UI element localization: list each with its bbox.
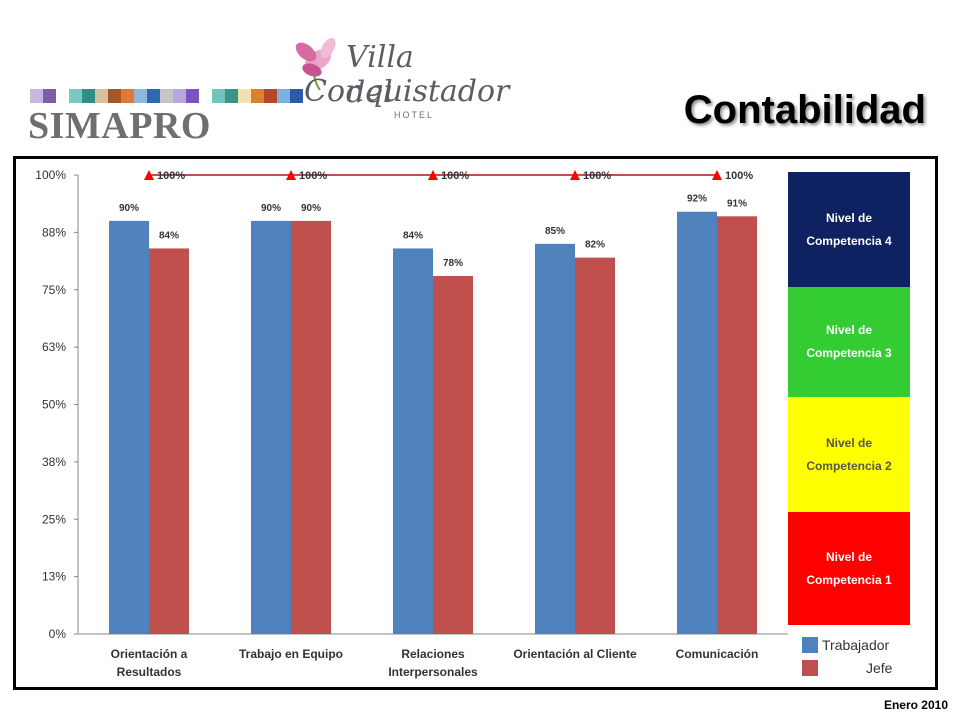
stripe-segment xyxy=(95,89,108,103)
target-label: 100% xyxy=(583,170,611,182)
y-tick-label: 100% xyxy=(35,168,66,182)
target-marker xyxy=(144,170,154,180)
target-label: 100% xyxy=(441,170,469,182)
stripe-segment xyxy=(225,89,238,103)
villa-del-conquistador-logo: Villa del Conquistador HOTEL xyxy=(284,30,509,125)
legend-level-2: Nivel de Competencia 2 xyxy=(788,397,910,512)
bar-trabajador xyxy=(535,243,575,634)
y-tick-label: 0% xyxy=(49,627,67,641)
bar-data-label: 78% xyxy=(443,258,463,269)
stripe-segment xyxy=(82,89,95,103)
y-tick-label: 88% xyxy=(42,225,66,239)
bar-trabajador xyxy=(393,248,433,634)
y-tick-label: 13% xyxy=(42,570,66,584)
legend-trabajador-swatch xyxy=(802,637,818,653)
bar-data-label: 82% xyxy=(585,240,605,251)
x-tick-label: Relaciones xyxy=(401,647,465,661)
bar-trabajador xyxy=(677,211,717,634)
bar-data-label: 92% xyxy=(687,194,707,205)
bar-data-label: 84% xyxy=(403,230,423,241)
stripe-segment xyxy=(173,89,186,103)
bar-trabajador xyxy=(109,220,149,634)
stripe-segment xyxy=(121,89,134,103)
legend-jefe-label: Jefe xyxy=(866,660,893,676)
legend-level-2-label: Nivel de Competencia 2 xyxy=(806,435,892,473)
target-marker xyxy=(570,170,580,180)
y-tick-label: 75% xyxy=(42,283,66,297)
flower-icon xyxy=(295,38,336,90)
page-title: Contabilidad xyxy=(683,88,926,132)
bar-trabajador xyxy=(251,220,291,634)
bar-data-label: 91% xyxy=(727,198,747,209)
stripe-segment xyxy=(199,89,212,103)
stripe-segment xyxy=(160,89,173,103)
logo-text-line1: Villa del xyxy=(346,40,414,110)
bar-jefe xyxy=(149,248,189,634)
y-tick-label: 50% xyxy=(42,398,66,412)
stripe-segment xyxy=(251,89,264,103)
legend-level-1-label: Nivel de Competencia 1 xyxy=(806,549,892,587)
target-label: 100% xyxy=(157,170,185,182)
target-marker xyxy=(428,170,438,180)
x-tick-label: Comunicación xyxy=(676,647,759,661)
x-tick-label: Trabajo en Equipo xyxy=(239,647,343,661)
legend-level-4: Nivel de Competencia 4 xyxy=(788,172,910,287)
bar-data-label: 84% xyxy=(159,230,179,241)
footer-date: Enero 2010 xyxy=(883,698,948,712)
bar-jefe xyxy=(575,257,615,634)
bar-data-label: 90% xyxy=(301,203,321,214)
bar-jefe xyxy=(291,220,331,634)
x-tick-label: Resultados xyxy=(117,665,182,679)
stripe-segment xyxy=(147,89,160,103)
decorative-color-stripe xyxy=(30,89,303,103)
stripe-segment xyxy=(277,89,290,103)
legend-trabajador-label: Trabajador xyxy=(822,637,890,653)
logo-text-line2: Conquistador xyxy=(304,74,510,109)
stripe-segment xyxy=(134,89,147,103)
x-tick-label: Interpersonales xyxy=(388,665,478,679)
stripe-segment xyxy=(212,89,225,103)
logo-subtext: HOTEL xyxy=(394,110,435,120)
stripe-segment xyxy=(238,89,251,103)
bar-data-label: 90% xyxy=(119,203,139,214)
legend-level-4-label: Nivel de Competencia 4 xyxy=(806,210,892,248)
bar-jefe xyxy=(433,275,473,634)
legend-level-3-label: Nivel de Competencia 3 xyxy=(806,323,892,360)
stripe-segment xyxy=(69,89,82,103)
y-tick-label: 25% xyxy=(42,512,66,526)
stripe-segment xyxy=(186,89,199,103)
y-tick-label: 63% xyxy=(42,340,66,354)
legend-level-1: Nivel de Competencia 1 xyxy=(788,512,910,625)
x-tick-label: Orientación a xyxy=(111,647,188,661)
stripe-segment xyxy=(56,89,69,103)
target-marker xyxy=(712,170,722,180)
stripe-segment xyxy=(290,89,303,103)
bar-jefe xyxy=(717,216,757,634)
target-label: 100% xyxy=(299,170,327,182)
stripe-segment xyxy=(264,89,277,103)
stripe-segment xyxy=(108,89,121,103)
stripe-segment xyxy=(30,89,43,103)
stripe-segment xyxy=(43,89,56,103)
legend-jefe: Jefe xyxy=(802,660,892,676)
simapro-logo: SIMAPRO xyxy=(28,105,211,147)
legend-jefe-swatch xyxy=(802,660,818,676)
legend-level-3: Nivel de Competencia 3 xyxy=(788,287,910,397)
legend-trabajador: Trabajador xyxy=(802,637,889,653)
target-marker xyxy=(286,170,296,180)
y-tick-label: 38% xyxy=(42,455,66,469)
bar-data-label: 90% xyxy=(261,203,281,214)
bar-data-label: 85% xyxy=(545,226,565,237)
x-tick-label: Orientación al Cliente xyxy=(513,647,637,661)
target-label: 100% xyxy=(725,170,753,182)
